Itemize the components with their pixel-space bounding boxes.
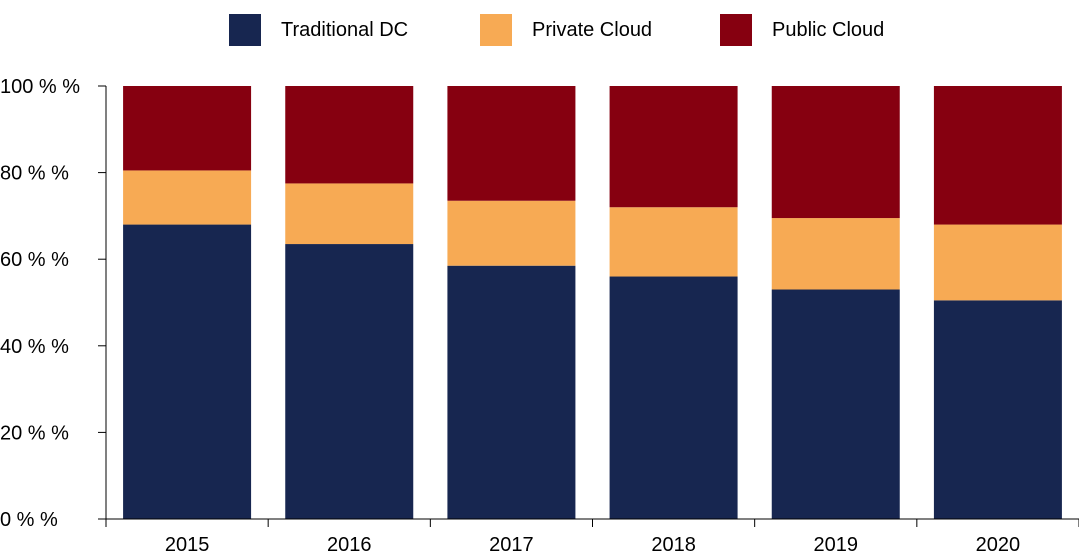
y-tick-label-100: 100 % % [0,76,80,98]
legend-label-traditional-dc: Traditional DC [281,18,409,41]
bar-2019-traditional-dc [771,289,900,519]
bar-2018-traditional-dc [609,276,738,519]
y-tick-label-40: 40 % % [0,336,69,358]
legend-item-public-cloud: Public Cloud [720,12,884,48]
legend-item-private-cloud: Private Cloud [480,12,652,48]
bar-2016-private-cloud [285,183,414,245]
x-tick-label-2018: 2018 [651,534,696,556]
bar-2015-private-cloud [123,170,252,225]
bar-2016-public-cloud [285,86,414,184]
bar-2016-traditional-dc [285,244,414,520]
legend-label-public-cloud: Public Cloud [772,18,885,41]
bar-2015-traditional-dc [123,224,252,519]
x-tick-label-2015: 2015 [165,534,210,556]
x-tick-label-2017: 2017 [489,534,534,556]
legend-item-traditional-dc: Traditional DC [229,12,408,48]
x-tick-label-2020: 2020 [976,534,1021,556]
legend-swatch-public-cloud [720,14,752,46]
bar-2018-public-cloud [609,86,738,208]
y-tick-label-60: 60 % % [0,249,69,271]
y-tick-label-80: 80 % % [0,163,69,185]
bar-2020-traditional-dc [933,300,1062,519]
bar-2018-private-cloud [609,207,738,277]
bar-2020-public-cloud [933,86,1062,225]
bar-2019-private-cloud [771,218,900,290]
legend-swatch-private-cloud [480,14,512,46]
bar-2019-public-cloud [771,86,900,219]
bar-2017-traditional-dc [447,265,576,519]
bar-2020-private-cloud [933,224,1062,301]
bar-2017-public-cloud [447,86,576,201]
legend: Traditional DC Private Cloud Public Clou… [0,12,1079,48]
bar-2017-private-cloud [447,200,576,266]
x-tick-label-2016: 2016 [327,534,372,556]
y-tick-label-0: 0 % % [0,509,58,531]
y-tick-label-20: 20 % % [0,422,69,444]
x-tick-label-2019: 2019 [814,534,859,556]
legend-label-private-cloud: Private Cloud [532,18,653,41]
bar-2015-public-cloud [123,86,252,171]
legend-swatch-traditional-dc [229,14,261,46]
